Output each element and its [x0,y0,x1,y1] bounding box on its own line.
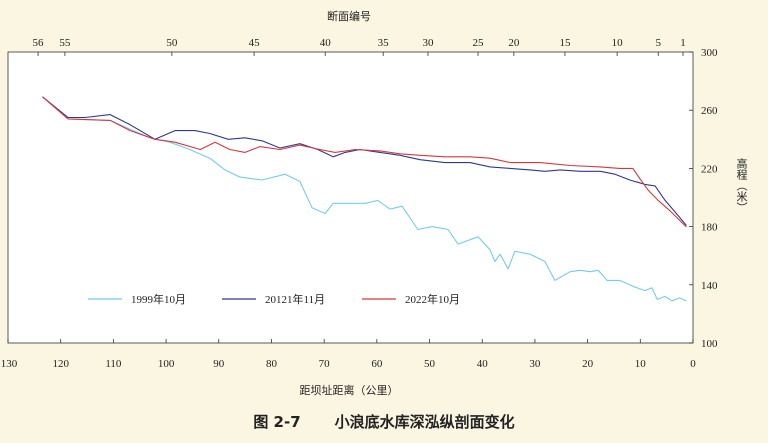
axis-ticks: 130 120 110 100 90 80 70 60 50 40 30 20 10 056 55 50 45 4… [1,37,718,370]
legend: 1999年10月 20121年11月 2022年10月 [88,292,460,306]
series-line-1 [42,96,687,302]
section-tick-label: 45 [249,37,261,49]
x-tick-label: 60 [371,358,383,370]
x-tick-label: 40 [477,358,489,370]
x-tick-label: 20 [582,358,594,370]
legend-item: 20121年11月 [222,292,325,306]
y-tick-label: 300 [701,47,718,59]
figure-title: 小浪底水库深泓纵剖面变化 [334,413,515,431]
x-tick-label: 110 [105,358,122,370]
legend-label-3: 2022年10月 [405,292,460,306]
section-tick-label: 10 [612,37,624,49]
x-tick-label: 100 [158,358,175,370]
figure-number: 图 2-7 [253,413,301,431]
x-axis-title: 距坝址距离（公里） [300,383,399,397]
legend-item: 1999年10月 [88,292,186,306]
section-tick-label: 30 [422,37,434,49]
figure-caption: 图 2-7 小浪底水库深泓纵剖面变化 [0,411,768,432]
section-tick-label: 50 [166,37,178,49]
section-tick-label: 56 [33,37,45,49]
plot-area [7,51,694,344]
y-tick-label: 180 [701,222,718,234]
x-tick-label: 30 [529,358,541,370]
y-tick-label: 140 [701,280,718,292]
section-tick-label: 25 [473,37,485,49]
section-tick-label: 15 [559,37,571,49]
series-line-3 [42,96,687,228]
legend-label-2: 20121年11月 [265,292,325,306]
section-tick-label: 5 [655,37,661,49]
series-line-2 [42,96,687,226]
x-tick-label: 70 [319,358,331,370]
top-axis-title: 断面编号 [327,9,371,23]
legend-label-1: 1999年10月 [131,292,186,306]
section-tick-label: 20 [508,37,520,49]
y-tick-label: 260 [701,105,718,117]
x-tick-label: 120 [52,358,69,370]
x-tick-label: 90 [213,358,225,370]
section-tick-label: 40 [320,37,332,49]
y-tick-label: 100 [701,338,718,350]
x-tick-label: 80 [266,358,278,370]
y-axis-title: 高程（米） [735,158,748,213]
x-tick-label: 10 [635,358,647,370]
x-tick-label: 130 [1,358,18,370]
section-tick-label: 55 [59,37,71,49]
legend-item: 2022年10月 [362,292,460,306]
x-tick-label: 0 [690,358,696,370]
series-group [42,96,687,302]
section-tick-label: 1 [680,37,686,49]
y-tick-label: 220 [701,163,718,175]
section-tick-label: 35 [378,37,390,49]
x-tick-label: 50 [424,358,436,370]
